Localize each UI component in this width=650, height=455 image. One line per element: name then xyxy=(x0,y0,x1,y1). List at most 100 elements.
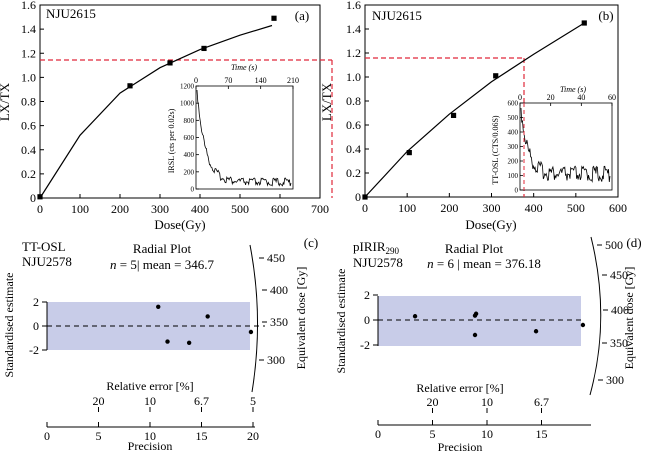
panel-c-y-axis-title: Standardised estimate xyxy=(2,273,16,378)
panel-a-y-tick-label-4: 0.8 xyxy=(21,95,36,109)
panel-d-arc-tick-label-0: 500 xyxy=(605,238,623,252)
panel-a-inset-y-tick-label-2: 400 xyxy=(184,151,195,159)
panel-b-x-tick-label-3: 300 xyxy=(483,201,501,215)
panel-b-inset-y-tick-label-3: 300 xyxy=(508,143,519,151)
panel-b-x-tick-label-2: 200 xyxy=(440,201,458,215)
panel-d-method-text: pIRIR xyxy=(353,239,386,254)
panel-d-data-point-3 xyxy=(472,332,478,338)
panel-c-stats-n: n xyxy=(110,257,117,272)
panel-b-fit-curve xyxy=(364,22,585,198)
panel-c-data-point-3 xyxy=(205,314,210,319)
panel-c-x-tick-label-0: 0 xyxy=(44,429,50,443)
panel-c-data-point-1 xyxy=(165,339,170,344)
panel-c-panel-label: (c) xyxy=(304,235,318,250)
panel-a-inset-frame xyxy=(195,85,294,190)
panel-a-y-axis-title: LX/TX xyxy=(0,82,12,121)
panel-b-y-tick-label-1: 0.2 xyxy=(346,166,361,180)
panel-a-y-tick-label-2: 0.4 xyxy=(21,143,36,157)
panel-d-arc-tick-label-4: 300 xyxy=(606,373,624,387)
panel-d-y-tick-label-1: 0 xyxy=(364,313,370,327)
panel-a-inset-y-tick-label-5: 1000 xyxy=(180,100,195,108)
panel-d-y-axis-title: Standardised estimate xyxy=(334,269,348,374)
panel-a-inset-y-tick-label-3: 600 xyxy=(184,134,195,142)
panel-d-method-label: pIRIR290 xyxy=(353,239,400,256)
panel-d-arc-axis-title: Equivalent dose [Gy] xyxy=(622,267,636,370)
panel-a-y-tick-label-1: 0.2 xyxy=(21,167,36,181)
panel-d: pIRIR290 NJU2578 Radial Plot n = 6 | mea… xyxy=(334,235,642,454)
panel-c-rel-error-tick-label-2: 6.7 xyxy=(194,394,209,408)
panel-c-x-tick-label-1: 5 xyxy=(96,429,102,443)
panel-c-x-axis-title: Precision xyxy=(128,439,173,453)
panel-b-x-tick-label-4: 400 xyxy=(525,201,543,215)
panel-d-sample-label: NJU2578 xyxy=(353,255,403,270)
panel-b-inset-y-tick-label-6: 600 xyxy=(508,100,519,108)
panel-c-title: Radial Plot xyxy=(133,241,192,256)
panel-a-sample-label: NJU2615 xyxy=(46,6,96,21)
panel-a-x-tick-label-6: 600 xyxy=(271,202,289,216)
panel-c-arc-tick-label-2: 350 xyxy=(270,315,288,329)
panel-a-y-tick-label-7: 1.4 xyxy=(21,22,36,36)
panel-a-y-tick-label-8: 1.6 xyxy=(21,0,36,12)
panel-a-x-tick-label-0: 0 xyxy=(37,202,43,216)
panel-d-stats-n: n xyxy=(427,256,434,271)
panel-d-rel-error-tick-label-1: 10 xyxy=(481,395,493,409)
panel-c-data-point-0 xyxy=(156,304,161,309)
panel-b-data-point-2 xyxy=(450,112,457,118)
panel-a-x-tick-label-7: 700 xyxy=(311,202,329,216)
panel-b-data-point-3 xyxy=(493,73,499,79)
panel-d-arc-tick-label-3: 350 xyxy=(610,336,628,350)
panel-b-x-tick-label-1: 100 xyxy=(398,201,416,215)
panel-d-stats: n = 6 | mean = 376.18 xyxy=(427,256,541,271)
panel-d-y-tick-label-0: 2 xyxy=(364,288,370,302)
panel-b-y-axis-title: LX/TX xyxy=(319,82,334,121)
panel-b-inset-x-tick-label-0: 0 xyxy=(518,93,522,102)
panel-b-inset-x-tick-label-1: 20 xyxy=(547,93,555,102)
panel-c-data-point-2 xyxy=(186,340,192,345)
panel-c-rel-error-tick-label-1: 10 xyxy=(144,394,156,408)
panel-b-inset-x-axis-title: Time (s) xyxy=(560,85,586,94)
panel-d-relative-error-title: Relative error [%] xyxy=(416,381,503,395)
panel-c: TT-OSL NJU2578 Radial Plot n = 5| mean =… xyxy=(2,235,318,453)
panel-d-data-point-2 xyxy=(473,311,479,316)
panel-a-inset-x-tick-label-3: 210 xyxy=(287,76,299,85)
panel-c-rel-error-tick-label-3: 5 xyxy=(250,394,256,408)
panel-d-data-point-4 xyxy=(533,329,539,334)
panel-a-x-tick-label-5: 500 xyxy=(231,202,249,216)
panel-c-relative-error-title: Relative error [%] xyxy=(106,379,193,393)
panel-c-sample-label: NJU2578 xyxy=(22,254,72,269)
panel-a-y-tick-label-5: 1.0 xyxy=(21,70,36,84)
panel-a-inset-y-tick-label-4: 800 xyxy=(184,117,195,125)
panel-d-panel-label: (d) xyxy=(626,235,641,250)
panel-b-inset-decay-trace xyxy=(520,107,611,183)
panel-b-x-axis-title: Dose(Gy) xyxy=(465,217,516,232)
panel-c-arc-tick-label-1: 400 xyxy=(270,283,288,297)
panel-d-data-point-5 xyxy=(580,322,586,328)
panel-b-inset-y-axis-title: TT-OSL (CTS/0.06S) xyxy=(491,115,500,185)
panel-b-y-tick-label-5: 1.0 xyxy=(346,70,361,84)
panel-c-x-tick-label-2: 10 xyxy=(144,429,156,443)
panel-a-inset-decay-trace xyxy=(196,89,292,187)
panel-a-y-tick-label-0: 0 xyxy=(30,191,36,205)
panel-a-inset: 0 70 140 210 0 200 400 600 800 1000 1200 Time (s)… xyxy=(167,63,299,194)
panel-a-inset-y-tick-label-1: 200 xyxy=(184,168,195,176)
panel-b-inset-y-tick-label-4: 400 xyxy=(508,129,519,137)
panel-d-arc-tick-label-2: 400 xyxy=(611,303,629,317)
panel-b-inset: 0 20 40 60 0 100 200 300 400 500 600 Time (s) TT-… xyxy=(491,85,616,195)
panel-d-stats-rest: = 6 | mean = 376.18 xyxy=(434,256,541,271)
panel-d-rel-error-tick-label-2: 6.7 xyxy=(534,395,549,409)
panel-c-x-tick-label-4: 20 xyxy=(247,429,259,443)
panel-c-arc-axis-title: Equivalent dose [Gy] xyxy=(294,267,308,370)
panel-b-y-tick-label-0: 0 xyxy=(355,190,361,204)
panel-a-data-point-2 xyxy=(167,60,173,66)
panel-d-x-tick-label-0: 0 xyxy=(375,427,381,441)
panel-a-x-tick-label-3: 300 xyxy=(151,202,169,216)
panel-b-inset-y-tick-label-1: 100 xyxy=(508,172,519,180)
panel-b-panel-label: (b) xyxy=(598,8,613,23)
panel-c-y-tick-label-0: 2 xyxy=(33,295,39,309)
panel-b-inset-x-tick-label-3: 60 xyxy=(608,93,616,102)
panel-a-y-tick-label-6: 1.2 xyxy=(21,46,36,60)
panel-c-method-label: TT-OSL xyxy=(22,239,66,254)
panel-c-y-tick-label-2: -2 xyxy=(29,343,39,357)
panel-d-method-subscript: 290 xyxy=(386,246,400,256)
